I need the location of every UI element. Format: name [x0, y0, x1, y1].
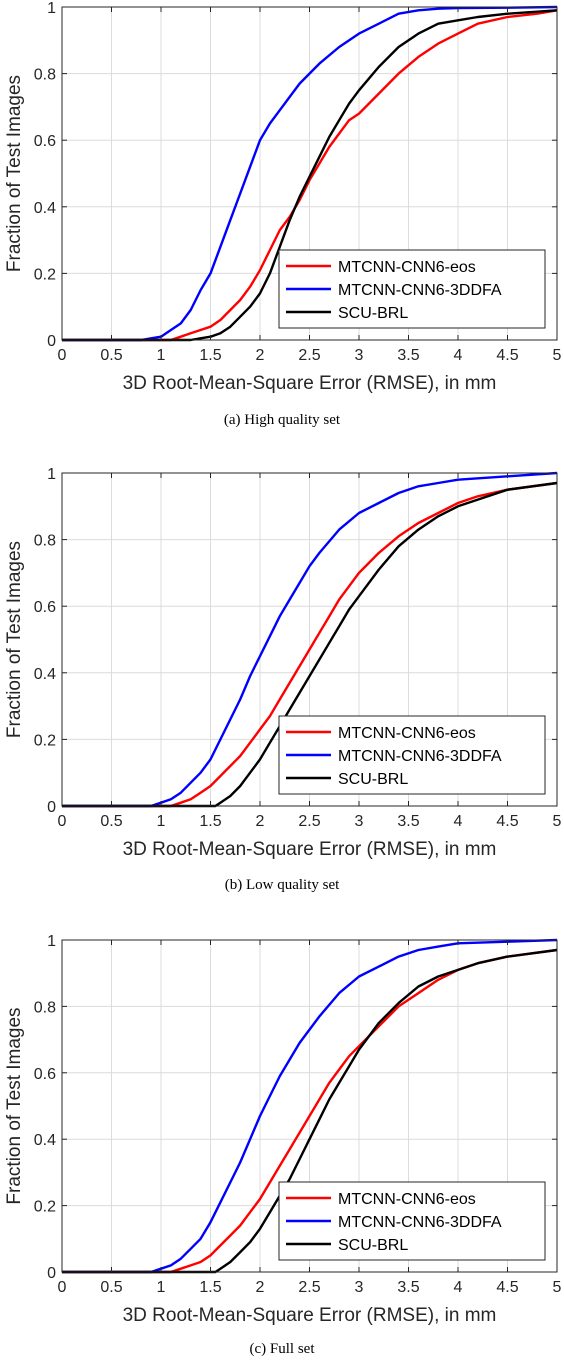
y-tick-label: 0.6 — [34, 133, 56, 150]
series-line-3 — [62, 481, 558, 808]
legend-entry-label: MTCNN-CNN6-3DDFA — [338, 748, 502, 765]
x-axis-label: 3D Root-Mean-Square Error (RMSE), in mm — [123, 839, 497, 860]
y-tick-label: 0 — [47, 333, 56, 350]
x-tick-label: 1 — [157, 347, 166, 364]
x-tick-label: 4 — [454, 1279, 463, 1296]
chart-panel-1: 0 0.5 1 1.5 2 2.5 3 3.5 4 4.5 5 0 0.2 0.4 0.6 0.8 1 3D Ro… — [4, 0, 562, 428]
y-tick-label: 0.4 — [34, 1132, 56, 1149]
series-line-2 — [62, 471, 558, 808]
x-tick-label: 4 — [454, 813, 463, 830]
x-tick-label: 5 — [553, 1279, 562, 1296]
chart-panel-3: 0 0.5 1 1.5 2 2.5 3 3.5 4 4.5 5 0 0.2 0.4 0.6 0.8 1 3D Ro… — [4, 933, 562, 1357]
legend-entry-label: MTCNN-CNN6-eos — [338, 259, 476, 276]
y-tick-label: 0.2 — [34, 1199, 56, 1216]
x-tick-label: 1.5 — [199, 813, 221, 830]
series-line-2 — [62, 5, 558, 342]
x-tick-label: 4.5 — [496, 347, 518, 364]
x-tick-label: 2.5 — [298, 1279, 320, 1296]
legend-entry-label: MTCNN-CNN6-3DDFA — [338, 1214, 502, 1231]
x-tick-label: 1 — [157, 1279, 166, 1296]
x-axis-label: 3D Root-Mean-Square Error (RMSE), in mm — [123, 373, 497, 394]
y-tick-label: 0.8 — [34, 67, 56, 84]
y-tick-label: 1 — [47, 466, 56, 483]
x-tick-label: 4.5 — [496, 1279, 518, 1296]
y-tick-label: 0 — [47, 1265, 56, 1282]
series-line-2 — [62, 938, 558, 1274]
y-tick-label: 1 — [47, 933, 56, 950]
figure-caption: (b) Low quality set — [225, 877, 340, 893]
y-tick-label: 0.6 — [34, 1066, 56, 1083]
x-tick-label: 1 — [157, 813, 166, 830]
y-axis-label: Fraction of Test Images — [4, 541, 25, 738]
x-tick-label: 0 — [58, 813, 67, 830]
series-line-3 — [62, 948, 558, 1274]
series-line-1 — [62, 9, 558, 342]
y-tick-label: 1 — [47, 0, 56, 17]
legend-entry-label: SCU-BRL — [338, 771, 408, 788]
x-tick-label: 1.5 — [199, 347, 221, 364]
legend: MTCNN-CNN6-eos MTCNN-CNN6-3DDFA SCU-BRL — [278, 249, 546, 329]
x-axis-label: 3D Root-Mean-Square Error (RMSE), in mm — [123, 1305, 497, 1326]
y-tick-label: 0.2 — [34, 732, 56, 749]
y-tick-label: 0.2 — [34, 266, 56, 283]
y-tick-label: 0 — [47, 799, 56, 816]
x-tick-label: 1.5 — [199, 1279, 221, 1296]
x-tick-label: 0.5 — [100, 347, 122, 364]
legend-entry-label: MTCNN-CNN6-3DDFA — [338, 282, 502, 299]
chart-panel-2: 0 0.5 1 1.5 2 2.5 3 3.5 4 4.5 5 0 0.2 0.4 0.6 0.8 1 3D Ro… — [4, 466, 562, 893]
x-tick-label: 0 — [58, 347, 67, 364]
x-tick-label: 3.5 — [397, 813, 419, 830]
x-tick-label: 3.5 — [397, 1279, 419, 1296]
y-axis-label: Fraction of Test Images — [4, 75, 25, 272]
x-tick-label: 2.5 — [298, 813, 320, 830]
y-tick-label: 0.6 — [34, 599, 56, 616]
y-tick-label: 0.8 — [34, 533, 56, 550]
x-tick-label: 0 — [58, 1279, 67, 1296]
x-tick-label: 0.5 — [100, 1279, 122, 1296]
series-line-1 — [62, 948, 558, 1274]
x-tick-label: 0.5 — [100, 813, 122, 830]
figure-caption: (c) Full set — [250, 1341, 316, 1357]
legend-entry-label: MTCNN-CNN6-eos — [338, 725, 476, 742]
x-tick-label: 5 — [553, 813, 562, 830]
legend-entry-label: SCU-BRL — [338, 1237, 408, 1254]
y-tick-label: 0.4 — [34, 666, 56, 683]
y-tick-label: 0.4 — [34, 200, 56, 217]
x-tick-label: 4.5 — [496, 813, 518, 830]
x-tick-label: 3 — [355, 813, 364, 830]
x-tick-label: 3 — [355, 1279, 364, 1296]
figure-caption: (a) High quality set — [224, 412, 341, 428]
x-tick-label: 3.5 — [397, 347, 419, 364]
legend-entry-label: SCU-BRL — [338, 305, 408, 322]
y-axis-label: Fraction of Test Images — [4, 1007, 25, 1204]
y-tick-label: 0.8 — [34, 999, 56, 1016]
legend-entry-label: MTCNN-CNN6-eos — [338, 1191, 476, 1208]
x-tick-label: 2 — [256, 347, 265, 364]
legend: MTCNN-CNN6-eos MTCNN-CNN6-3DDFA SCU-BRL — [278, 715, 546, 795]
x-tick-label: 2 — [256, 1279, 265, 1296]
x-tick-label: 2 — [256, 813, 265, 830]
legend: MTCNN-CNN6-eos MTCNN-CNN6-3DDFA SCU-BRL — [278, 1181, 546, 1261]
x-tick-label: 5 — [553, 347, 562, 364]
x-tick-label: 4 — [454, 347, 463, 364]
x-tick-label: 2.5 — [298, 347, 320, 364]
x-tick-label: 3 — [355, 347, 364, 364]
series-line-3 — [62, 9, 558, 342]
series-line-1 — [62, 481, 558, 808]
